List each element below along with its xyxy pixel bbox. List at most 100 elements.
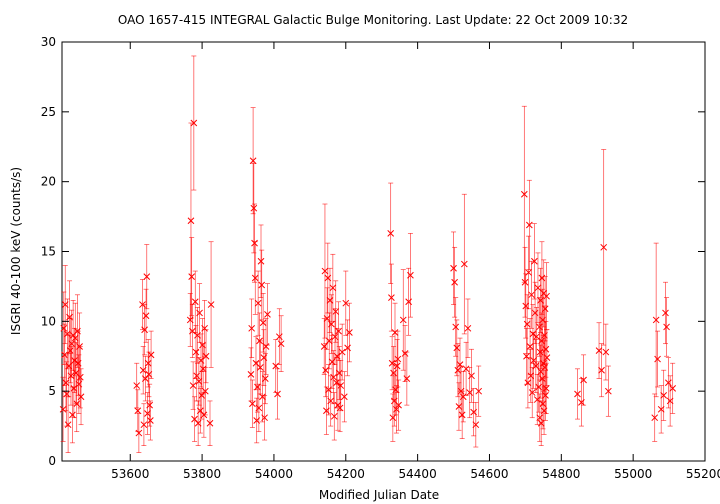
data-point	[538, 375, 546, 382]
data-point	[250, 204, 258, 212]
data-point	[201, 387, 209, 395]
data-point	[330, 373, 337, 381]
data-point	[534, 284, 542, 292]
data-point	[388, 359, 396, 367]
data-point	[662, 309, 669, 317]
data-point	[142, 312, 150, 320]
data-point	[337, 382, 345, 389]
x-axis: 53600 53800 54000 54200 54400 54600 54800 55000…	[111, 42, 720, 481]
data-point	[391, 329, 399, 336]
x-tick-label: 54600	[470, 467, 508, 481]
data-point	[344, 344, 351, 352]
data-point	[541, 331, 548, 339]
data-point	[407, 271, 414, 279]
data-point	[144, 410, 151, 417]
data-point	[73, 400, 81, 408]
x-tick-label: 55000	[614, 467, 652, 481]
data-point	[191, 298, 199, 306]
data-point	[189, 382, 197, 389]
data-point	[538, 274, 546, 282]
y-tick-label: 25	[41, 105, 56, 119]
data-point	[452, 323, 460, 331]
data-point	[454, 366, 462, 374]
data-point	[542, 385, 550, 392]
data-point	[333, 379, 340, 387]
data-point	[187, 217, 195, 225]
data-point	[192, 348, 200, 356]
y-tick-label: 30	[41, 35, 56, 49]
data-point	[254, 299, 262, 307]
x-tick-label: 53800	[183, 467, 221, 481]
data-point	[199, 365, 207, 373]
data-point	[451, 278, 458, 286]
data-point	[76, 343, 83, 350]
data-point	[542, 345, 550, 353]
data-point	[403, 375, 411, 382]
data-point	[543, 292, 550, 300]
x-axis-label: Modified Julian Date	[319, 488, 439, 502]
data-point	[64, 330, 71, 338]
data-point	[139, 366, 147, 374]
data-point	[458, 411, 466, 419]
data-point	[259, 393, 266, 401]
data-point	[453, 344, 461, 352]
data-point	[525, 221, 533, 229]
data-point	[542, 392, 549, 399]
data-point	[455, 403, 463, 410]
data-point	[335, 327, 342, 335]
data-point	[598, 366, 605, 374]
data-point	[539, 400, 547, 408]
data-point	[277, 340, 285, 348]
data-point	[262, 343, 270, 350]
data-point	[464, 324, 472, 332]
data-point	[541, 364, 549, 371]
y-tick-label: 0	[48, 454, 56, 468]
data-point	[523, 352, 530, 360]
data-point	[59, 405, 67, 413]
data-point	[387, 229, 395, 237]
y-tick-label: 5	[48, 384, 56, 398]
data-point	[206, 419, 214, 427]
data-point	[251, 239, 258, 247]
data-point	[533, 396, 541, 403]
data-point	[66, 347, 74, 355]
data-point	[462, 365, 470, 373]
data-point	[77, 393, 85, 401]
data-point	[71, 357, 78, 364]
data-point	[133, 382, 141, 389]
data-point	[539, 359, 547, 367]
data-point	[460, 260, 468, 268]
data-point	[321, 267, 329, 275]
data-point	[538, 337, 545, 345]
data-point	[74, 359, 82, 367]
data-point	[68, 340, 76, 348]
data-point	[325, 386, 332, 394]
y-tick-label: 15	[41, 245, 56, 259]
data-point	[537, 419, 545, 427]
data-point	[574, 390, 581, 398]
data-point	[333, 352, 341, 360]
data-point	[197, 357, 205, 364]
data-point	[324, 274, 332, 282]
data-point	[190, 119, 198, 127]
data-point	[328, 358, 336, 366]
x-tick-label: 54200	[327, 467, 365, 481]
data-point	[249, 400, 256, 408]
data-point	[186, 316, 194, 324]
data-point	[335, 369, 343, 377]
data-point	[194, 331, 201, 339]
data-point	[669, 385, 677, 392]
data-point	[144, 359, 152, 367]
data-point	[74, 327, 81, 335]
data-point	[323, 407, 330, 415]
data-point	[65, 362, 73, 370]
data-point	[536, 323, 543, 331]
data-point	[528, 389, 536, 396]
data-point	[194, 419, 202, 427]
data-point	[323, 315, 331, 322]
data-point	[393, 362, 401, 370]
data-point	[264, 310, 271, 318]
data-point	[537, 297, 544, 304]
data-point	[60, 324, 68, 332]
